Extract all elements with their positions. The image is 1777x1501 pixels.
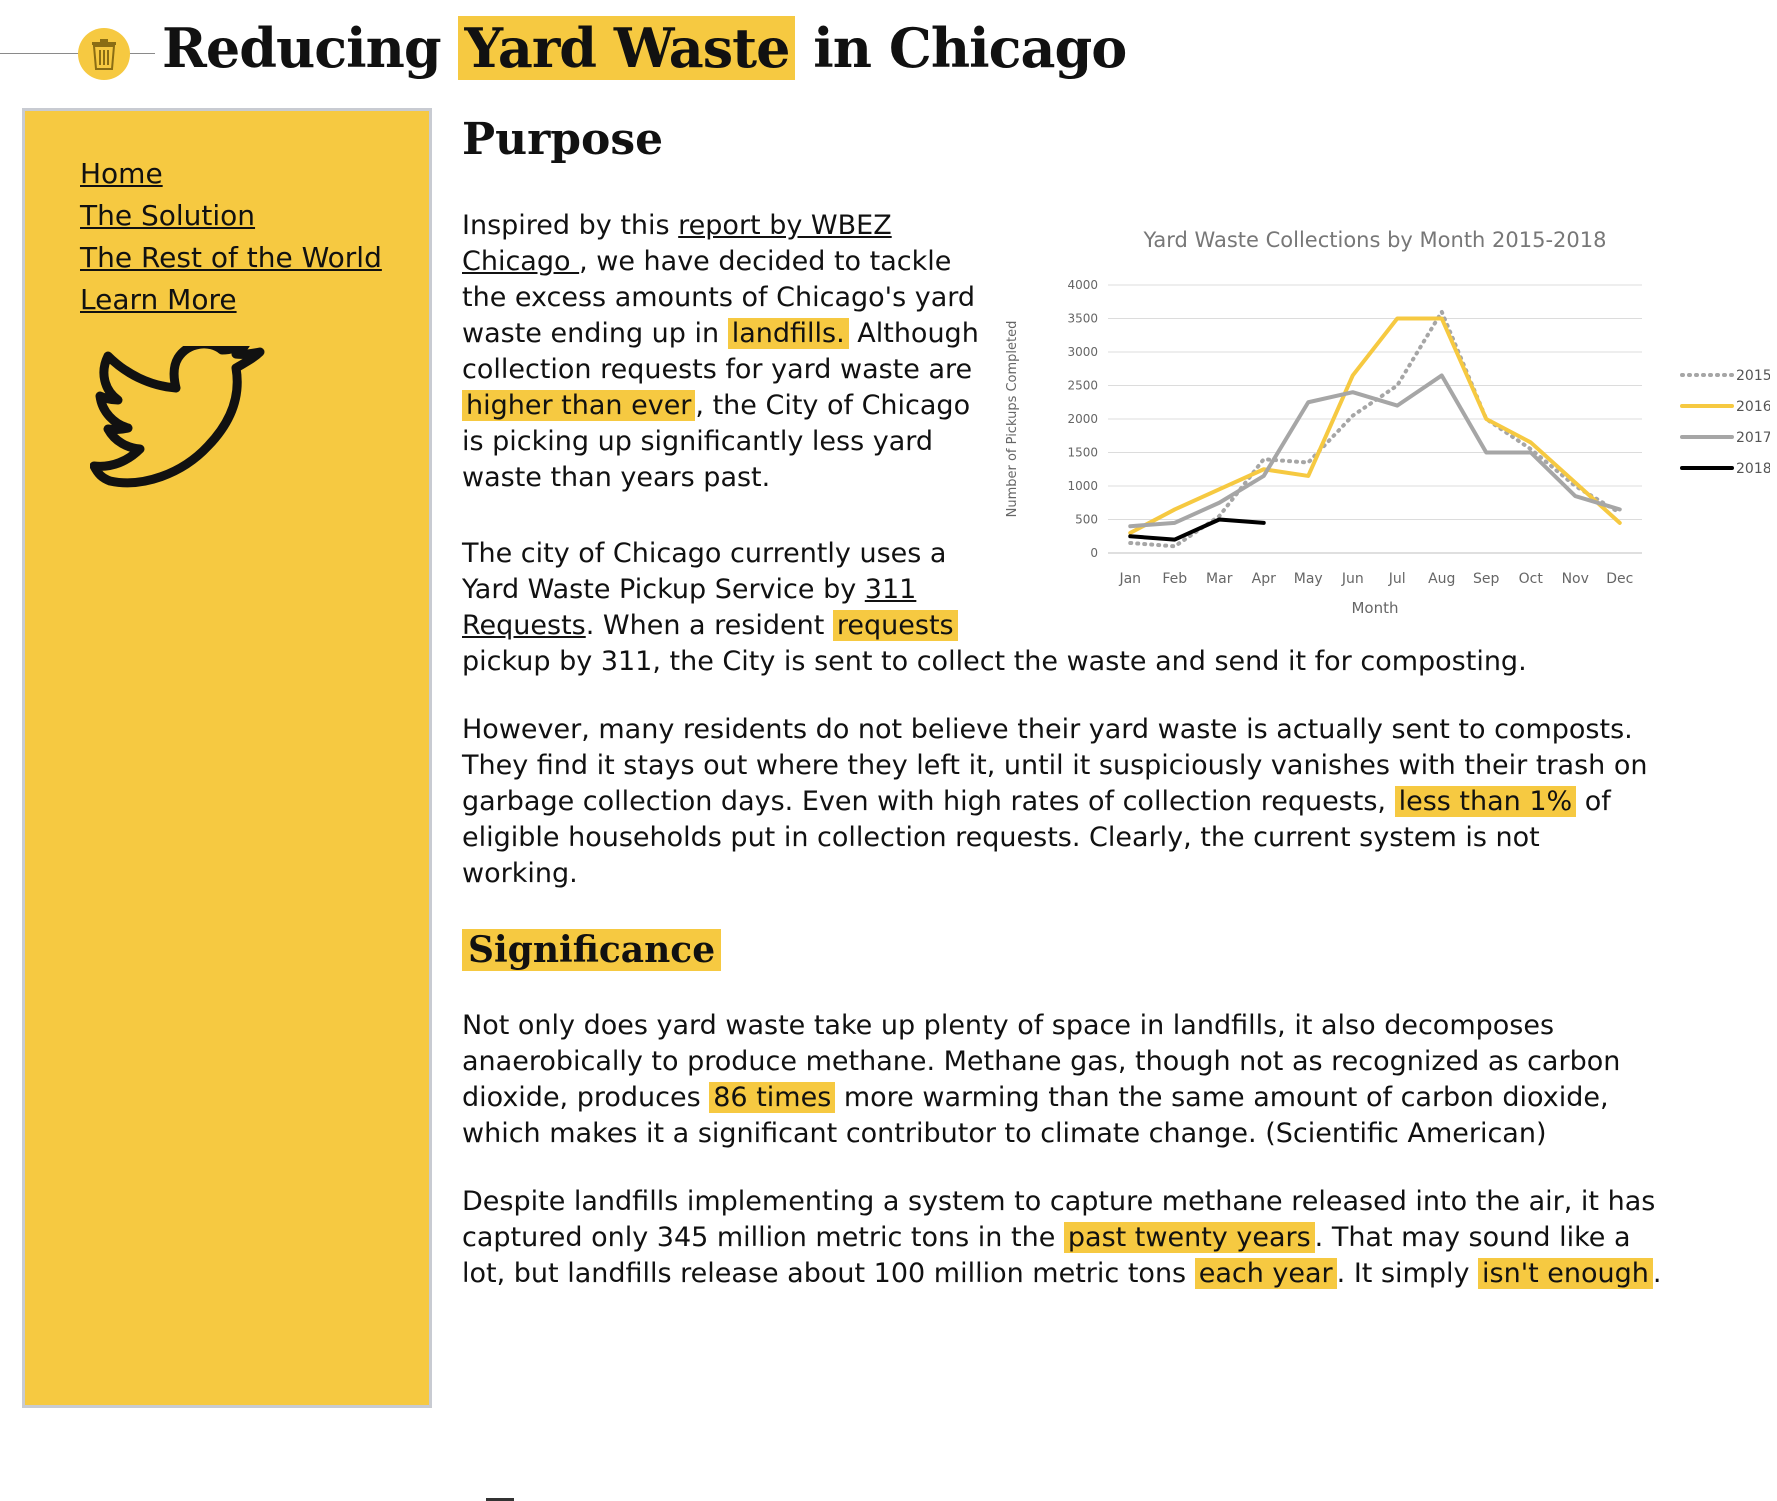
text: . When a resident: [585, 610, 833, 641]
highlight-landfills: landfills.: [727, 318, 849, 349]
x-tick-label: Feb: [1162, 571, 1187, 587]
yard-waste-chart: Yard Waste Collections by Month 2015-201…: [1005, 228, 1770, 617]
text: Inspired by this: [462, 210, 679, 241]
text: more warming than the same amount of car…: [462, 1082, 1609, 1149]
x-tick-label: Dec: [1606, 571, 1633, 587]
page-title: Reducing Yard Waste in Chicago: [162, 4, 1127, 92]
sidebar-nav: Home The Solution The Rest of the World …: [80, 153, 382, 321]
legend-label-2016: 2016: [1736, 399, 1770, 415]
purpose-paragraph-3: However, many residents do not believe t…: [462, 712, 1662, 892]
nav-link-learn-more[interactable]: Learn More: [80, 283, 237, 316]
significance-paragraph-2: Despite landfills implementing a system …: [462, 1184, 1662, 1292]
sidebar: Home The Solution The Rest of the World …: [22, 108, 432, 1408]
text: . It simply: [1336, 1258, 1479, 1289]
text: of eligible households put in collection…: [462, 786, 1611, 889]
title-part-1: Reducing: [162, 16, 442, 80]
text: . That may sound like a lot, but landfil…: [462, 1222, 1631, 1289]
nav-link-the-solution[interactable]: The Solution: [80, 199, 256, 232]
highlight-isnt-enough: isn't enough: [1478, 1258, 1653, 1289]
highlight-86-times: 86 times: [709, 1082, 836, 1113]
text: Despite landfills implementing a system …: [462, 1186, 1656, 1253]
highlight-past-twenty-years: past twenty years: [1063, 1222, 1315, 1253]
x-tick-label: Jul: [1388, 571, 1406, 587]
y-tick-label: 2000: [1067, 412, 1098, 426]
highlight-less-than-1-percent: less than 1%: [1394, 786, 1577, 817]
x-tick-label: Jun: [1341, 571, 1364, 587]
text: Not only does yard waste take up plenty …: [462, 1010, 1621, 1113]
y-tick-label: 3000: [1067, 345, 1098, 359]
y-tick-label: 3500: [1067, 312, 1098, 326]
text: , we have decided to tackle the excess a…: [462, 246, 976, 349]
x-tick-label: Apr: [1252, 571, 1276, 587]
y-tick-label: 500: [1075, 513, 1098, 527]
311-requests-link[interactable]: 311 Requests: [462, 574, 917, 641]
purpose-paragraph-2: The city of Chicago currently uses a Yar…: [462, 536, 982, 644]
y-tick-label: 1500: [1067, 446, 1098, 460]
purpose-paragraph-2-cont: pickup by 311, the City is sent to colle…: [462, 644, 1662, 680]
text: However, many residents do not believe t…: [462, 714, 1648, 817]
text: .: [1652, 1258, 1662, 1289]
x-tick-label: Mar: [1206, 571, 1233, 587]
chart-title: Yard Waste Collections by Month 2015-201…: [1142, 228, 1606, 252]
highlight-each-year: each year: [1194, 1258, 1337, 1289]
legend-label-2015: 2015: [1736, 368, 1770, 384]
significance-heading: Significance: [462, 922, 722, 978]
x-tick-label: Nov: [1562, 571, 1589, 587]
x-tick-label: May: [1294, 571, 1323, 587]
text: pickup by 311, the City is sent to colle…: [462, 646, 1527, 677]
y-tick-label: 1000: [1067, 479, 1098, 493]
significance-paragraph-1: Not only does yard waste take up plenty …: [462, 1008, 1662, 1152]
nav-link-rest-of-world[interactable]: The Rest of the World: [80, 241, 382, 274]
highlight-higher-than-ever: higher than ever: [462, 390, 696, 421]
highlight-requests: requests: [832, 610, 958, 641]
wbez-report-link[interactable]: report by WBEZ Chicago: [462, 210, 892, 277]
text: , the City of Chicago is picking up sign…: [462, 390, 971, 493]
text: Although collection requests for yard wa…: [462, 318, 979, 385]
significance-heading-text: Significance: [462, 929, 722, 971]
x-axis-label: Month: [1351, 599, 1398, 617]
series-line-2018: [1128, 517, 1266, 542]
trash-can-icon: [78, 28, 130, 80]
series-line-2016: [1128, 316, 1622, 535]
title-part-2: in Chicago: [813, 16, 1127, 80]
purpose-heading: Purpose: [462, 114, 664, 165]
y-tick-label: 4000: [1067, 278, 1098, 292]
y-tick-label: 2500: [1067, 379, 1098, 393]
purpose-paragraph-1: Inspired by this report by WBEZ Chicago …: [462, 208, 982, 496]
x-tick-label: Aug: [1428, 571, 1455, 587]
legend-label-2018: 2018: [1736, 461, 1770, 477]
series-line-2017: [1128, 373, 1622, 529]
x-tick-label: Jan: [1118, 571, 1141, 587]
nav-link-home[interactable]: Home: [80, 157, 163, 190]
x-tick-label: Sep: [1473, 571, 1500, 587]
x-tick-label: Oct: [1519, 571, 1544, 587]
legend-label-2017: 2017: [1736, 430, 1770, 446]
title-highlight: Yard Waste: [458, 16, 796, 80]
y-tick-label: 0: [1090, 546, 1098, 560]
text: The city of Chicago currently uses a Yar…: [462, 538, 947, 605]
header-rule: [0, 53, 155, 54]
twitter-bird-icon[interactable]: [90, 346, 270, 491]
y-axis-label: Number of Pickups Completed: [1005, 321, 1020, 518]
